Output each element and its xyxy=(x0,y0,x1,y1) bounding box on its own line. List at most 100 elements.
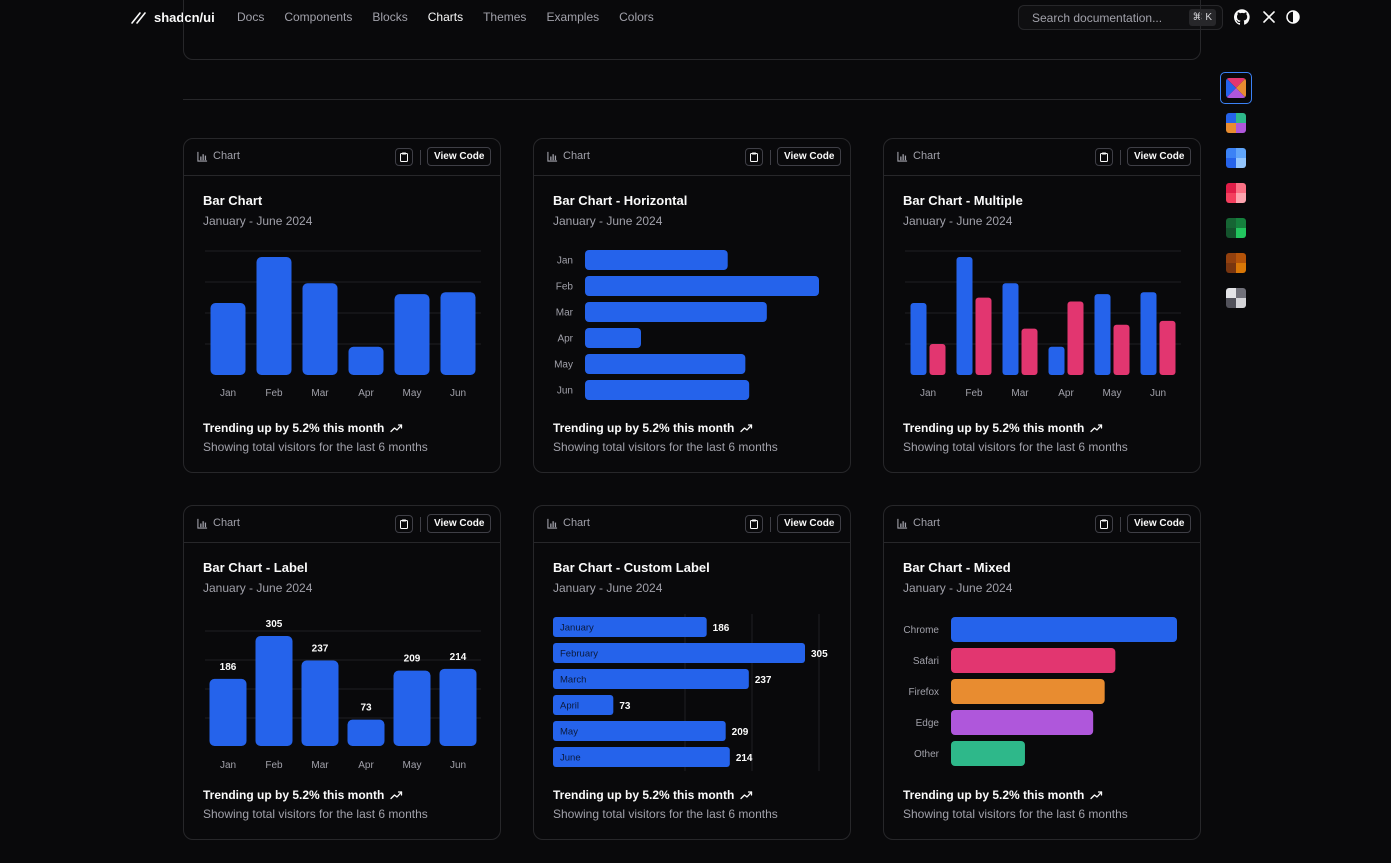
search-shortcut: ⌘ K xyxy=(1188,9,1216,26)
theme-swatch-brown[interactable] xyxy=(1226,253,1246,273)
bar[interactable] xyxy=(553,695,614,715)
theme-swatch-default[interactable] xyxy=(1226,78,1246,98)
bar[interactable] xyxy=(585,380,750,400)
card-subtitle: January - June 2024 xyxy=(203,214,313,228)
bar[interactable] xyxy=(553,669,749,689)
bar[interactable] xyxy=(1113,324,1130,375)
bar[interactable] xyxy=(951,710,1094,735)
data-label: 237 xyxy=(755,675,772,686)
bar[interactable] xyxy=(585,328,642,348)
bar[interactable] xyxy=(439,668,477,746)
y-tick-label: Chrome xyxy=(903,625,939,636)
copy-button[interactable] xyxy=(395,515,413,533)
copy-button[interactable] xyxy=(1095,515,1113,533)
swatch-selected-outline xyxy=(1220,72,1252,104)
bar[interactable] xyxy=(585,276,819,296)
chart-card: Chart View Code Bar Chart - Mixed Januar… xyxy=(883,505,1201,840)
bar[interactable] xyxy=(553,721,726,741)
bar[interactable] xyxy=(1094,294,1111,375)
chip-label: Chart xyxy=(563,150,590,162)
toolbar-separator xyxy=(420,150,421,165)
nav-docs[interactable]: Docs xyxy=(237,10,265,24)
view-code-button[interactable]: View Code xyxy=(777,514,842,533)
nav-blocks[interactable]: Blocks xyxy=(372,10,408,24)
bar[interactable] xyxy=(553,747,730,767)
view-code-button[interactable]: View Code xyxy=(777,147,842,166)
y-tick-label: Apr xyxy=(557,334,573,345)
nav-charts[interactable]: Charts xyxy=(427,10,464,24)
search-input[interactable]: Search documentation... ⌘ K xyxy=(1018,5,1223,30)
view-code-button[interactable]: View Code xyxy=(427,147,492,166)
bar[interactable] xyxy=(951,617,1177,642)
bar[interactable] xyxy=(585,302,767,322)
copy-button[interactable] xyxy=(745,148,763,166)
x-tick-label: Mar xyxy=(1011,388,1029,399)
nav-examples[interactable]: Examples xyxy=(546,10,600,24)
view-code-button[interactable]: View Code xyxy=(1127,514,1192,533)
bar[interactable] xyxy=(956,257,973,375)
data-label: 237 xyxy=(312,644,329,655)
theme-swatch-blue[interactable] xyxy=(1226,148,1246,168)
bar[interactable] xyxy=(302,283,338,375)
bar[interactable] xyxy=(394,294,430,375)
data-label: 209 xyxy=(732,727,749,738)
card-footer-text: Showing total visitors for the last 6 mo… xyxy=(203,440,428,454)
bar[interactable] xyxy=(210,303,246,375)
bar[interactable] xyxy=(256,257,292,375)
trending-up-icon xyxy=(740,424,753,433)
bar[interactable] xyxy=(393,670,431,746)
data-label: 305 xyxy=(811,649,828,660)
bar[interactable] xyxy=(301,660,339,746)
x-twitter-icon[interactable] xyxy=(1261,9,1277,25)
nav-colors[interactable]: Colors xyxy=(619,10,654,24)
copy-button[interactable] xyxy=(1095,148,1113,166)
bar[interactable] xyxy=(585,354,746,374)
theme-swatch-palette[interactable] xyxy=(1226,113,1246,133)
theme-toggle-icon[interactable] xyxy=(1285,9,1301,25)
card-title: Bar Chart xyxy=(203,193,263,208)
trending-up-icon xyxy=(740,791,753,800)
bar[interactable] xyxy=(585,250,728,270)
view-code-button[interactable]: View Code xyxy=(1127,147,1192,166)
logo[interactable]: shadcn/ui xyxy=(130,9,215,25)
bar[interactable] xyxy=(553,617,707,637)
copy-button[interactable] xyxy=(745,515,763,533)
theme-swatch-rose[interactable] xyxy=(1226,183,1246,203)
theme-swatch-green[interactable] xyxy=(1226,218,1246,238)
clipboard-icon xyxy=(750,519,758,529)
bar[interactable] xyxy=(1140,292,1157,375)
bar[interactable] xyxy=(1067,301,1084,375)
nav-themes[interactable]: Themes xyxy=(483,10,527,24)
bar[interactable] xyxy=(553,643,805,663)
bar[interactable] xyxy=(1048,346,1065,375)
bar[interactable] xyxy=(255,636,293,746)
search-placeholder: Search documentation... xyxy=(1032,11,1163,25)
card-subtitle: January - June 2024 xyxy=(553,214,663,228)
trend-label: Trending up by 5.2% this month xyxy=(903,788,1085,802)
copy-button[interactable] xyxy=(395,148,413,166)
view-code-button[interactable]: View Code xyxy=(427,514,492,533)
bar[interactable] xyxy=(1002,283,1019,375)
bar[interactable] xyxy=(440,292,476,375)
nav-components[interactable]: Components xyxy=(284,10,353,24)
bar[interactable] xyxy=(910,303,927,375)
theme-swatch-neutral[interactable] xyxy=(1226,288,1246,308)
data-label: 209 xyxy=(404,654,421,665)
github-icon[interactable] xyxy=(1234,9,1250,25)
bar[interactable] xyxy=(347,719,385,746)
bar[interactable] xyxy=(951,679,1105,704)
trend-label: Trending up by 5.2% this month xyxy=(203,421,385,435)
bar[interactable] xyxy=(929,344,946,375)
bar[interactable] xyxy=(1159,320,1176,375)
card-toolbar: Chart View Code xyxy=(184,139,500,176)
card-title: Bar Chart - Custom Label xyxy=(553,560,710,575)
x-tick-label: Feb xyxy=(965,388,983,399)
bar[interactable] xyxy=(1021,328,1038,375)
bar[interactable] xyxy=(975,297,992,375)
trending-up-icon xyxy=(390,424,403,433)
trend-text: Trending up by 5.2% this month xyxy=(553,788,753,802)
bar[interactable] xyxy=(951,648,1116,673)
bar[interactable] xyxy=(951,741,1025,766)
bar[interactable] xyxy=(348,346,384,375)
bar[interactable] xyxy=(209,678,247,746)
